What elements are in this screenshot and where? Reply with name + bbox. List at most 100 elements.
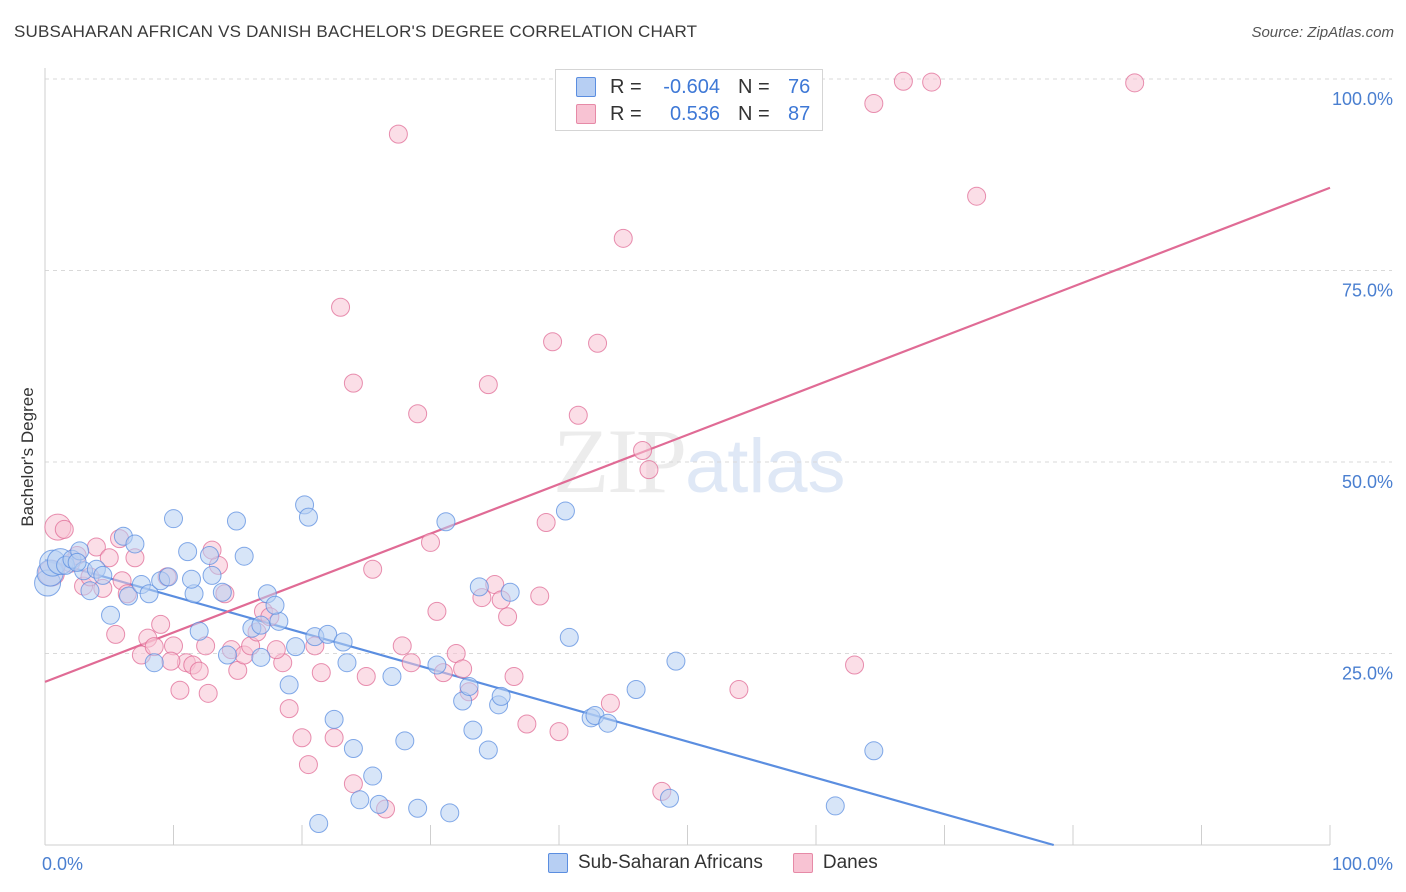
point-subsaharan	[226, 511, 246, 531]
legend-item-danes: Danes	[792, 852, 878, 874]
point-subsaharan	[93, 565, 113, 585]
point-danes	[54, 519, 74, 539]
point-subsaharan	[500, 582, 520, 602]
point-danes	[151, 614, 171, 634]
point-subsaharan	[382, 666, 402, 686]
point-subsaharan	[350, 790, 370, 810]
point-subsaharan	[337, 653, 357, 673]
legend-n-label: N =	[738, 102, 770, 125]
point-subsaharan	[119, 586, 139, 606]
legend-label-danes: Danes	[822, 852, 878, 873]
watermark-atlas: atlas	[685, 424, 846, 509]
y-axis-label: Bachelor's Degree	[18, 387, 37, 526]
point-danes	[161, 651, 181, 671]
legend-swatch-danes	[792, 853, 813, 873]
point-danes	[363, 559, 383, 579]
legend-r-value: -0.604	[663, 75, 720, 98]
point-danes	[478, 375, 498, 395]
legend-swatch-subsaharan	[548, 853, 568, 873]
correlation-legend: R = -0.604 N = 76 R = 0.536 N = 87	[555, 69, 823, 131]
point-subsaharan	[265, 595, 285, 615]
point-danes	[401, 653, 421, 673]
point-danes	[266, 640, 286, 660]
point-subsaharan	[164, 509, 183, 529]
point-danes	[453, 659, 473, 679]
point-subsaharan	[436, 512, 456, 532]
point-subsaharan	[395, 731, 415, 751]
point-danes	[1125, 73, 1145, 93]
point-subsaharan	[324, 709, 344, 729]
point-danes	[864, 94, 884, 114]
point-danes	[633, 441, 653, 461]
point-danes	[600, 693, 620, 713]
point-danes	[189, 661, 209, 681]
point-subsaharan	[101, 605, 121, 625]
point-danes	[568, 405, 588, 425]
legend-r-label: R =	[610, 75, 642, 98]
trend-line-danes	[44, 186, 1331, 683]
legend-n-value: 87	[788, 102, 811, 125]
point-danes	[311, 663, 331, 683]
legend-r-value: 0.536	[669, 102, 720, 125]
point-danes	[613, 228, 633, 248]
point-subsaharan	[217, 645, 237, 665]
point-subsaharan	[279, 675, 299, 695]
point-danes	[729, 680, 749, 700]
point-subsaharan	[202, 565, 222, 585]
legend-item-subsaharan: Sub-Saharan Africans	[548, 852, 763, 874]
point-danes	[893, 71, 913, 91]
legend-label-subsaharan: Sub-Saharan Africans	[578, 852, 763, 873]
point-subsaharan	[598, 713, 618, 733]
y-tick-label: 75.0%	[1342, 281, 1393, 301]
point-subsaharan	[666, 651, 686, 671]
point-danes	[298, 755, 318, 775]
point-subsaharan	[463, 720, 483, 740]
point-subsaharan	[459, 676, 479, 696]
point-subsaharan	[251, 615, 271, 635]
point-subsaharan	[251, 647, 271, 667]
point-subsaharan	[234, 546, 254, 566]
point-subsaharan	[333, 632, 353, 652]
source-label: Source: ZipAtlas.com	[1251, 24, 1394, 41]
point-subsaharan	[343, 738, 363, 758]
point-danes	[106, 624, 126, 644]
x-tick-label: 100.0%	[1332, 854, 1393, 874]
point-subsaharan	[491, 686, 511, 706]
point-subsaharan	[363, 766, 383, 786]
legend-row-danes: R = 0.536 N = 87	[576, 101, 810, 127]
axes	[44, 68, 1331, 846]
point-danes	[543, 332, 563, 352]
point-danes	[588, 333, 608, 353]
point-danes	[343, 774, 363, 794]
grid-lines	[45, 78, 1392, 654]
point-danes	[331, 297, 351, 317]
point-subsaharan	[125, 534, 145, 554]
point-danes	[549, 722, 569, 742]
point-danes	[967, 186, 987, 206]
legend-r-label: R =	[610, 102, 642, 125]
point-danes	[845, 655, 865, 675]
point-danes	[517, 714, 537, 734]
point-danes	[99, 548, 119, 568]
point-danes	[408, 404, 428, 424]
trend-line-subsaharan	[44, 558, 1055, 847]
point-danes	[324, 728, 344, 748]
legend-n-label: N =	[738, 75, 770, 98]
point-subsaharan	[318, 624, 338, 644]
point-subsaharan	[199, 545, 219, 565]
point-danes	[530, 586, 550, 606]
point-subsaharan	[369, 794, 389, 814]
point-subsaharan	[440, 803, 460, 823]
point-danes	[504, 666, 524, 686]
point-subsaharan	[864, 741, 884, 761]
legend-row-subsaharan: R = -0.604 N = 76	[576, 74, 810, 100]
point-subsaharan	[309, 814, 329, 834]
point-subsaharan	[408, 798, 428, 818]
x-tick-label: 0.0%	[42, 854, 83, 874]
point-danes	[343, 373, 363, 393]
point-danes	[498, 607, 518, 627]
point-subsaharan	[555, 501, 575, 521]
point-danes	[536, 513, 556, 533]
y-tick-label: 25.0%	[1342, 664, 1393, 684]
